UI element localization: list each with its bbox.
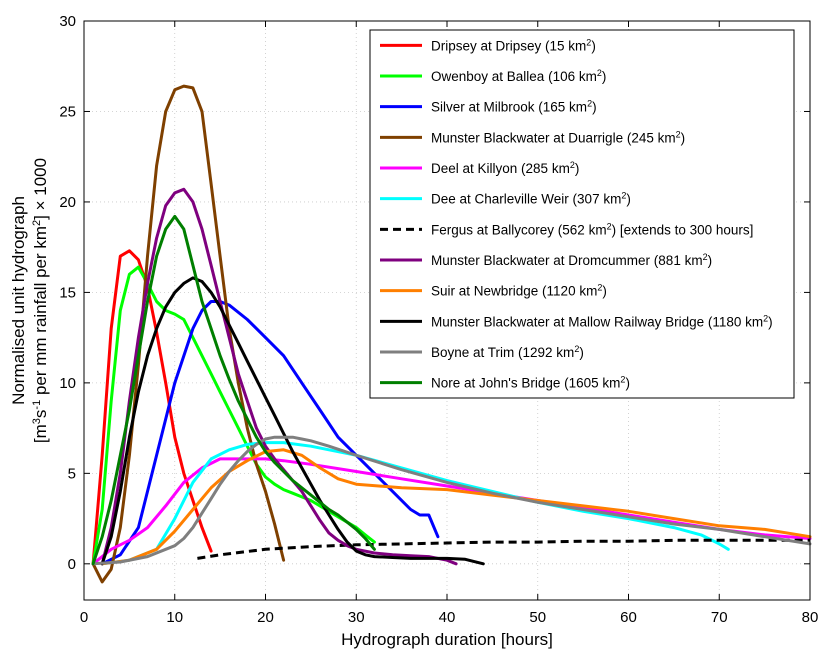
x-tick-label: 0	[80, 609, 88, 626]
y-axis-label-line2: [m3s-1 per mm rainfall per km2] × 1000	[31, 158, 50, 443]
y-tick-label: 20	[59, 194, 76, 211]
plot-series	[91, 84, 812, 584]
series-line-4	[91, 84, 286, 584]
axis-ticks: 0 10 20 30 40 50 60 70 80 0 5 10 15 20 25 30	[59, 13, 818, 626]
y-tick-label: 15	[59, 284, 76, 301]
legend-entry-4: Munster Blackwater at Duarrigle (245 km2…	[431, 129, 685, 145]
series-line-9	[100, 448, 812, 566]
x-tick-label: 60	[620, 609, 637, 626]
y-tick-label: 10	[59, 375, 76, 392]
series-line-1	[91, 249, 213, 566]
legend-entry-6: Dee at Charleville Weir (307 km2)	[431, 191, 631, 207]
series-line-8	[100, 187, 458, 566]
series-line-3	[100, 300, 440, 566]
y-tick-label: 5	[68, 465, 76, 482]
x-tick-label: 10	[166, 609, 183, 626]
x-tick-label: 20	[257, 609, 274, 626]
legend-entry-3: Silver at Milbrook (165 km2)	[431, 99, 597, 115]
y-axis-label: Normalised unit hydrograph[m3s-1 per mm …	[9, 158, 50, 443]
x-tick-label: 80	[802, 609, 819, 626]
x-tick-label: 50	[529, 609, 546, 626]
y-tick-label: 0	[68, 556, 76, 573]
y-tick-label: 30	[59, 13, 76, 30]
y-axis-label-line1: Normalised unit hydrograph	[9, 196, 28, 405]
series-line-7	[197, 538, 810, 560]
x-tick-label: 30	[348, 609, 365, 626]
legend-entry-7: Fergus at Ballycorey (562 km2) [extends …	[431, 221, 753, 237]
y-tick-label: 25	[59, 103, 76, 120]
legend-entry-11: Boyne at Trim (1292 km2)	[431, 344, 584, 360]
x-tick-label: 70	[711, 609, 728, 626]
legend: Dripsey at Dripsey (15 km2) Owenboy at Ba…	[369, 29, 795, 399]
legend-box	[369, 29, 795, 399]
series-line-6	[100, 441, 730, 566]
legend-entry-5: Deel at Killyon (285 km2)	[431, 160, 579, 176]
legend-entry-8: Munster Blackwater at Dromcummer (881 km…	[431, 252, 712, 268]
x-tick-label: 40	[439, 609, 456, 626]
legend-entry-2: Owenboy at Ballea (106 km2)	[431, 68, 606, 84]
legend-entry-12: Nore at John's Bridge (1605 km2)	[431, 375, 630, 391]
x-axis-label: Hydrograph duration [hours]	[341, 630, 553, 649]
legend-entry-9: Suir at Newbridge (1120 km2)	[431, 283, 607, 299]
series-line-11	[91, 435, 812, 566]
series-line-10	[100, 276, 485, 566]
legend-entry-1: Dripsey at Dripsey (15 km2)	[431, 37, 596, 53]
series-line-12	[91, 214, 376, 566]
legend-entry-10: Munster Blackwater at Mallow Railway Bri…	[431, 313, 773, 329]
